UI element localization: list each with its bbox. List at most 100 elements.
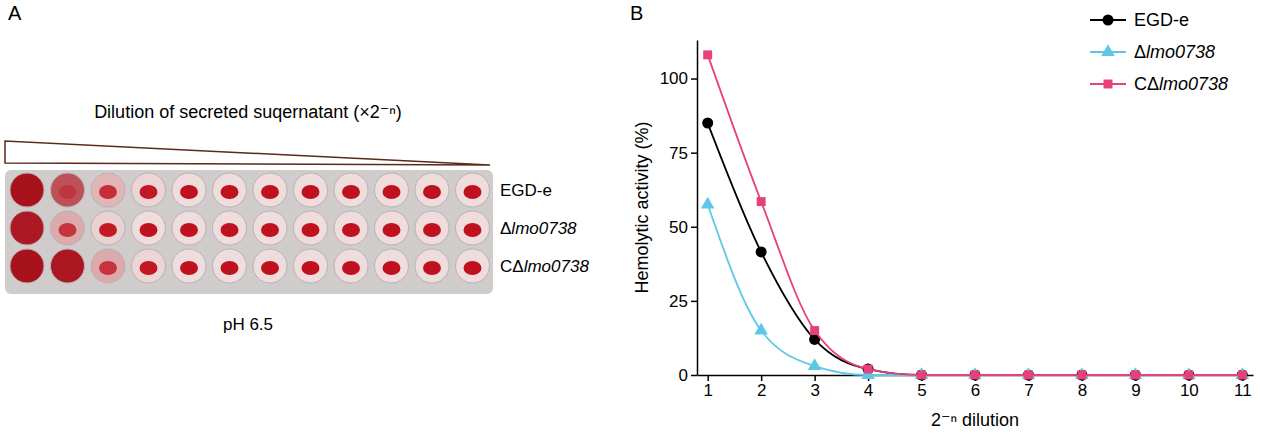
y-tick: 75 [669,144,697,163]
series-marker [1237,370,1248,381]
x-tick-label: 2 [757,381,766,400]
cell-pellet [464,223,482,237]
series-marker [915,367,929,379]
well [253,249,287,283]
row-label: EGD-e [500,181,552,200]
cell-pellet [99,185,117,199]
x-tick-label: 1 [703,381,712,400]
y-tick: 25 [669,292,697,311]
legend-item: Δlmo0738 [1090,42,1215,62]
well [375,173,409,207]
well [172,211,206,245]
cell-pellet [383,261,401,275]
x-tick: 1 [703,375,712,400]
cell-pellet [261,223,279,237]
series-marker [916,370,927,381]
y-tick-label: 100 [660,69,688,88]
cell-pellet [99,261,117,275]
cell-pellet [302,185,320,199]
text-part: CΔ [1134,74,1159,94]
cell-pellet [140,223,158,237]
series-marker [968,367,982,379]
x-tick-label: 11 [1234,381,1252,400]
y-tick: 100 [660,69,697,88]
cell-pellet [261,185,279,199]
text-part: EGD-e [500,181,552,200]
y-axis-title: Hemolytic activity (%) [632,121,652,293]
well [91,173,125,207]
well [334,173,368,207]
series-marker [1183,370,1194,381]
well [10,249,44,283]
series-marker [971,371,980,380]
y-tick-label: 25 [669,292,688,311]
row-label: CΔlmo0738 [500,257,589,276]
well [10,211,44,245]
series-marker [1238,371,1247,380]
series-marker [917,371,926,380]
legend: EGD-eΔlmo0738CΔlmo0738 [1090,10,1228,94]
text-part: lmo0738 [1146,42,1215,62]
cell-pellet [59,261,77,275]
series-marker [1075,367,1089,379]
well [91,211,125,245]
series-marker [756,246,767,257]
x-tick-label: 10 [1180,381,1199,400]
series-marker [1076,370,1087,381]
x-tick-label: 8 [1078,381,1087,400]
well [415,211,449,245]
cell-pellet [464,185,482,199]
legend-marker [1104,80,1113,89]
series-line [708,205,1243,375]
legend-label: CΔlmo0738 [1134,74,1228,94]
cell-pellet [423,223,441,237]
well [51,249,85,283]
well [334,249,368,283]
legend-item: EGD-e [1090,10,1189,30]
x-tick: 2 [757,375,766,400]
cell-pellet [221,185,239,199]
series-marker [702,118,713,129]
well [294,211,328,245]
series-marker [1130,370,1141,381]
plot-area [701,50,1249,380]
series-line [708,123,1243,375]
cell-pellet [180,185,198,199]
cell-pellet [221,261,239,275]
dilution-wedge [5,141,490,165]
series-marker [1022,367,1036,379]
cell-pellet [18,223,36,237]
cell-pellet [302,261,320,275]
well [132,249,166,283]
x-tick-label: 7 [1024,381,1033,400]
series-marker [864,365,873,374]
well [132,211,166,245]
y-tick: 0 [679,366,697,385]
well [294,249,328,283]
x-axis-title: 2⁻ⁿ dilution [931,410,1019,430]
y-axis-line [697,41,699,376]
panel-label: B [630,2,643,24]
well [456,211,490,245]
well [294,173,328,207]
text-part: CΔ [500,257,524,276]
well [213,249,247,283]
cell-pellet [342,261,360,275]
text-part: Δ [500,219,511,238]
plate-body [5,170,493,294]
series-marker [757,197,766,206]
cell-pellet [383,185,401,199]
series-marker [754,323,768,335]
cell-pellet [342,185,360,199]
x-tick-label: 9 [1131,381,1140,400]
cell-pellet [423,185,441,199]
well [172,249,206,283]
well [253,211,287,245]
series-marker [1184,371,1193,380]
well [253,173,287,207]
y-tick: 50 [669,218,697,237]
series-marker [1077,371,1086,380]
text-part: EGD-e [1134,10,1189,30]
cell-pellet [302,223,320,237]
cell-pellet [464,261,482,275]
